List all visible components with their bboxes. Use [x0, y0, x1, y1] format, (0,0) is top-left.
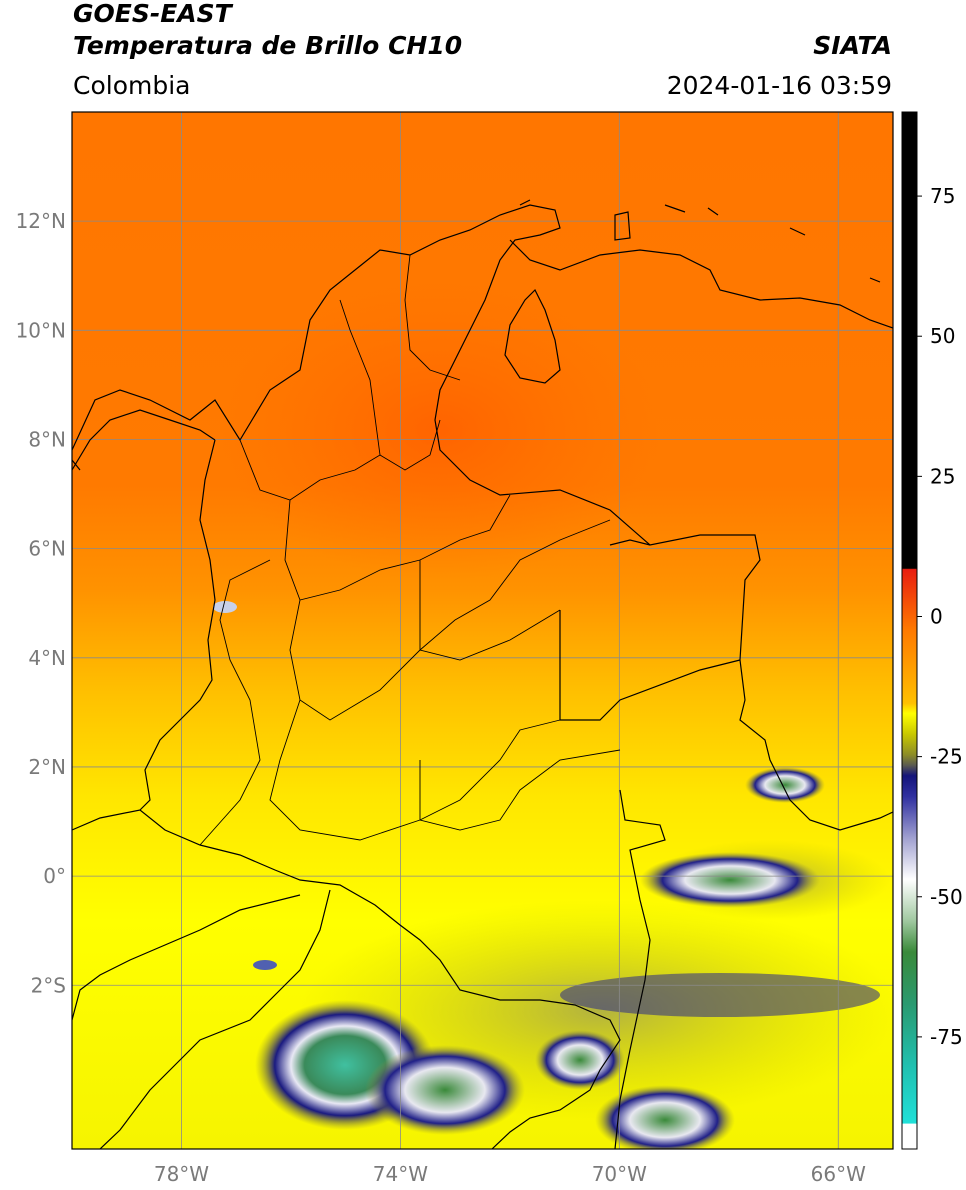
- cloud-system: [640, 852, 820, 908]
- latitude-label: 8°N: [28, 427, 66, 451]
- cloud-cell: [213, 601, 237, 613]
- agency-label: SIATA: [813, 31, 892, 60]
- longitude-label: 66°W: [811, 1162, 866, 1186]
- colorbar-label: -25: [930, 745, 963, 769]
- colombia-outline: [72, 204, 893, 831]
- department-borders: [199, 254, 621, 846]
- latitude-label: 0°: [43, 864, 66, 888]
- cloud-cell: [253, 960, 277, 970]
- pacific-coast: [139, 439, 216, 811]
- longitude-label: 70°W: [592, 1162, 647, 1186]
- ecuador-peru: [72, 889, 331, 1149]
- colorbar-label: 50: [930, 324, 955, 348]
- latitude-labels: 12°N 10°N 8°N 6°N 4°N 2°N 0° 2°S: [16, 209, 66, 997]
- colorbar-label: 0: [930, 604, 943, 628]
- latitude-label: 2°S: [31, 973, 66, 997]
- colorbar: [901, 111, 918, 1150]
- warm-area: [220, 280, 660, 580]
- cloud-system: [535, 1030, 625, 1090]
- map-frame: [71, 111, 894, 1150]
- graticule: [72, 112, 893, 1149]
- cloud-system: [745, 767, 825, 803]
- region-label: Colombia: [73, 71, 191, 100]
- islands: [519, 199, 881, 283]
- latitude-label: 6°N: [28, 537, 66, 561]
- colorbar-label: -50: [930, 885, 963, 909]
- colorbar-ticks: 75 50 25 0 -25 -50 -75: [917, 184, 963, 1049]
- cloud-system: [365, 1045, 525, 1135]
- product-title: Temperatura de Brillo CH10: [73, 31, 463, 60]
- cloud-band: [560, 973, 880, 1017]
- peru-border: [614, 789, 666, 1149]
- satellite-name: GOES-EAST: [73, 0, 232, 28]
- latitude-label: 4°N: [28, 646, 66, 670]
- colombia-south: [72, 809, 621, 1149]
- venezuela-coast: [509, 239, 893, 329]
- lake-maracaibo: [504, 288, 561, 384]
- longitude-label: 74°W: [373, 1162, 428, 1186]
- colorbar-label: 75: [930, 184, 955, 208]
- border-ven-col: [559, 539, 741, 721]
- colorbar-label: -75: [930, 1025, 963, 1049]
- colorbar-label: 25: [930, 464, 955, 488]
- longitude-label: 78°W: [154, 1162, 209, 1186]
- panama-coast: [72, 409, 216, 471]
- longitude-labels: 78°W 74°W 70°W 66°W: [154, 1162, 866, 1186]
- cloud-system: [595, 1085, 735, 1149]
- latitude-label: 10°N: [16, 318, 66, 342]
- latitude-label: 2°N: [28, 755, 66, 779]
- datetime-label: 2024-01-16 03:59: [666, 71, 892, 100]
- borders: [72, 199, 893, 1149]
- latitude-label: 12°N: [16, 209, 66, 233]
